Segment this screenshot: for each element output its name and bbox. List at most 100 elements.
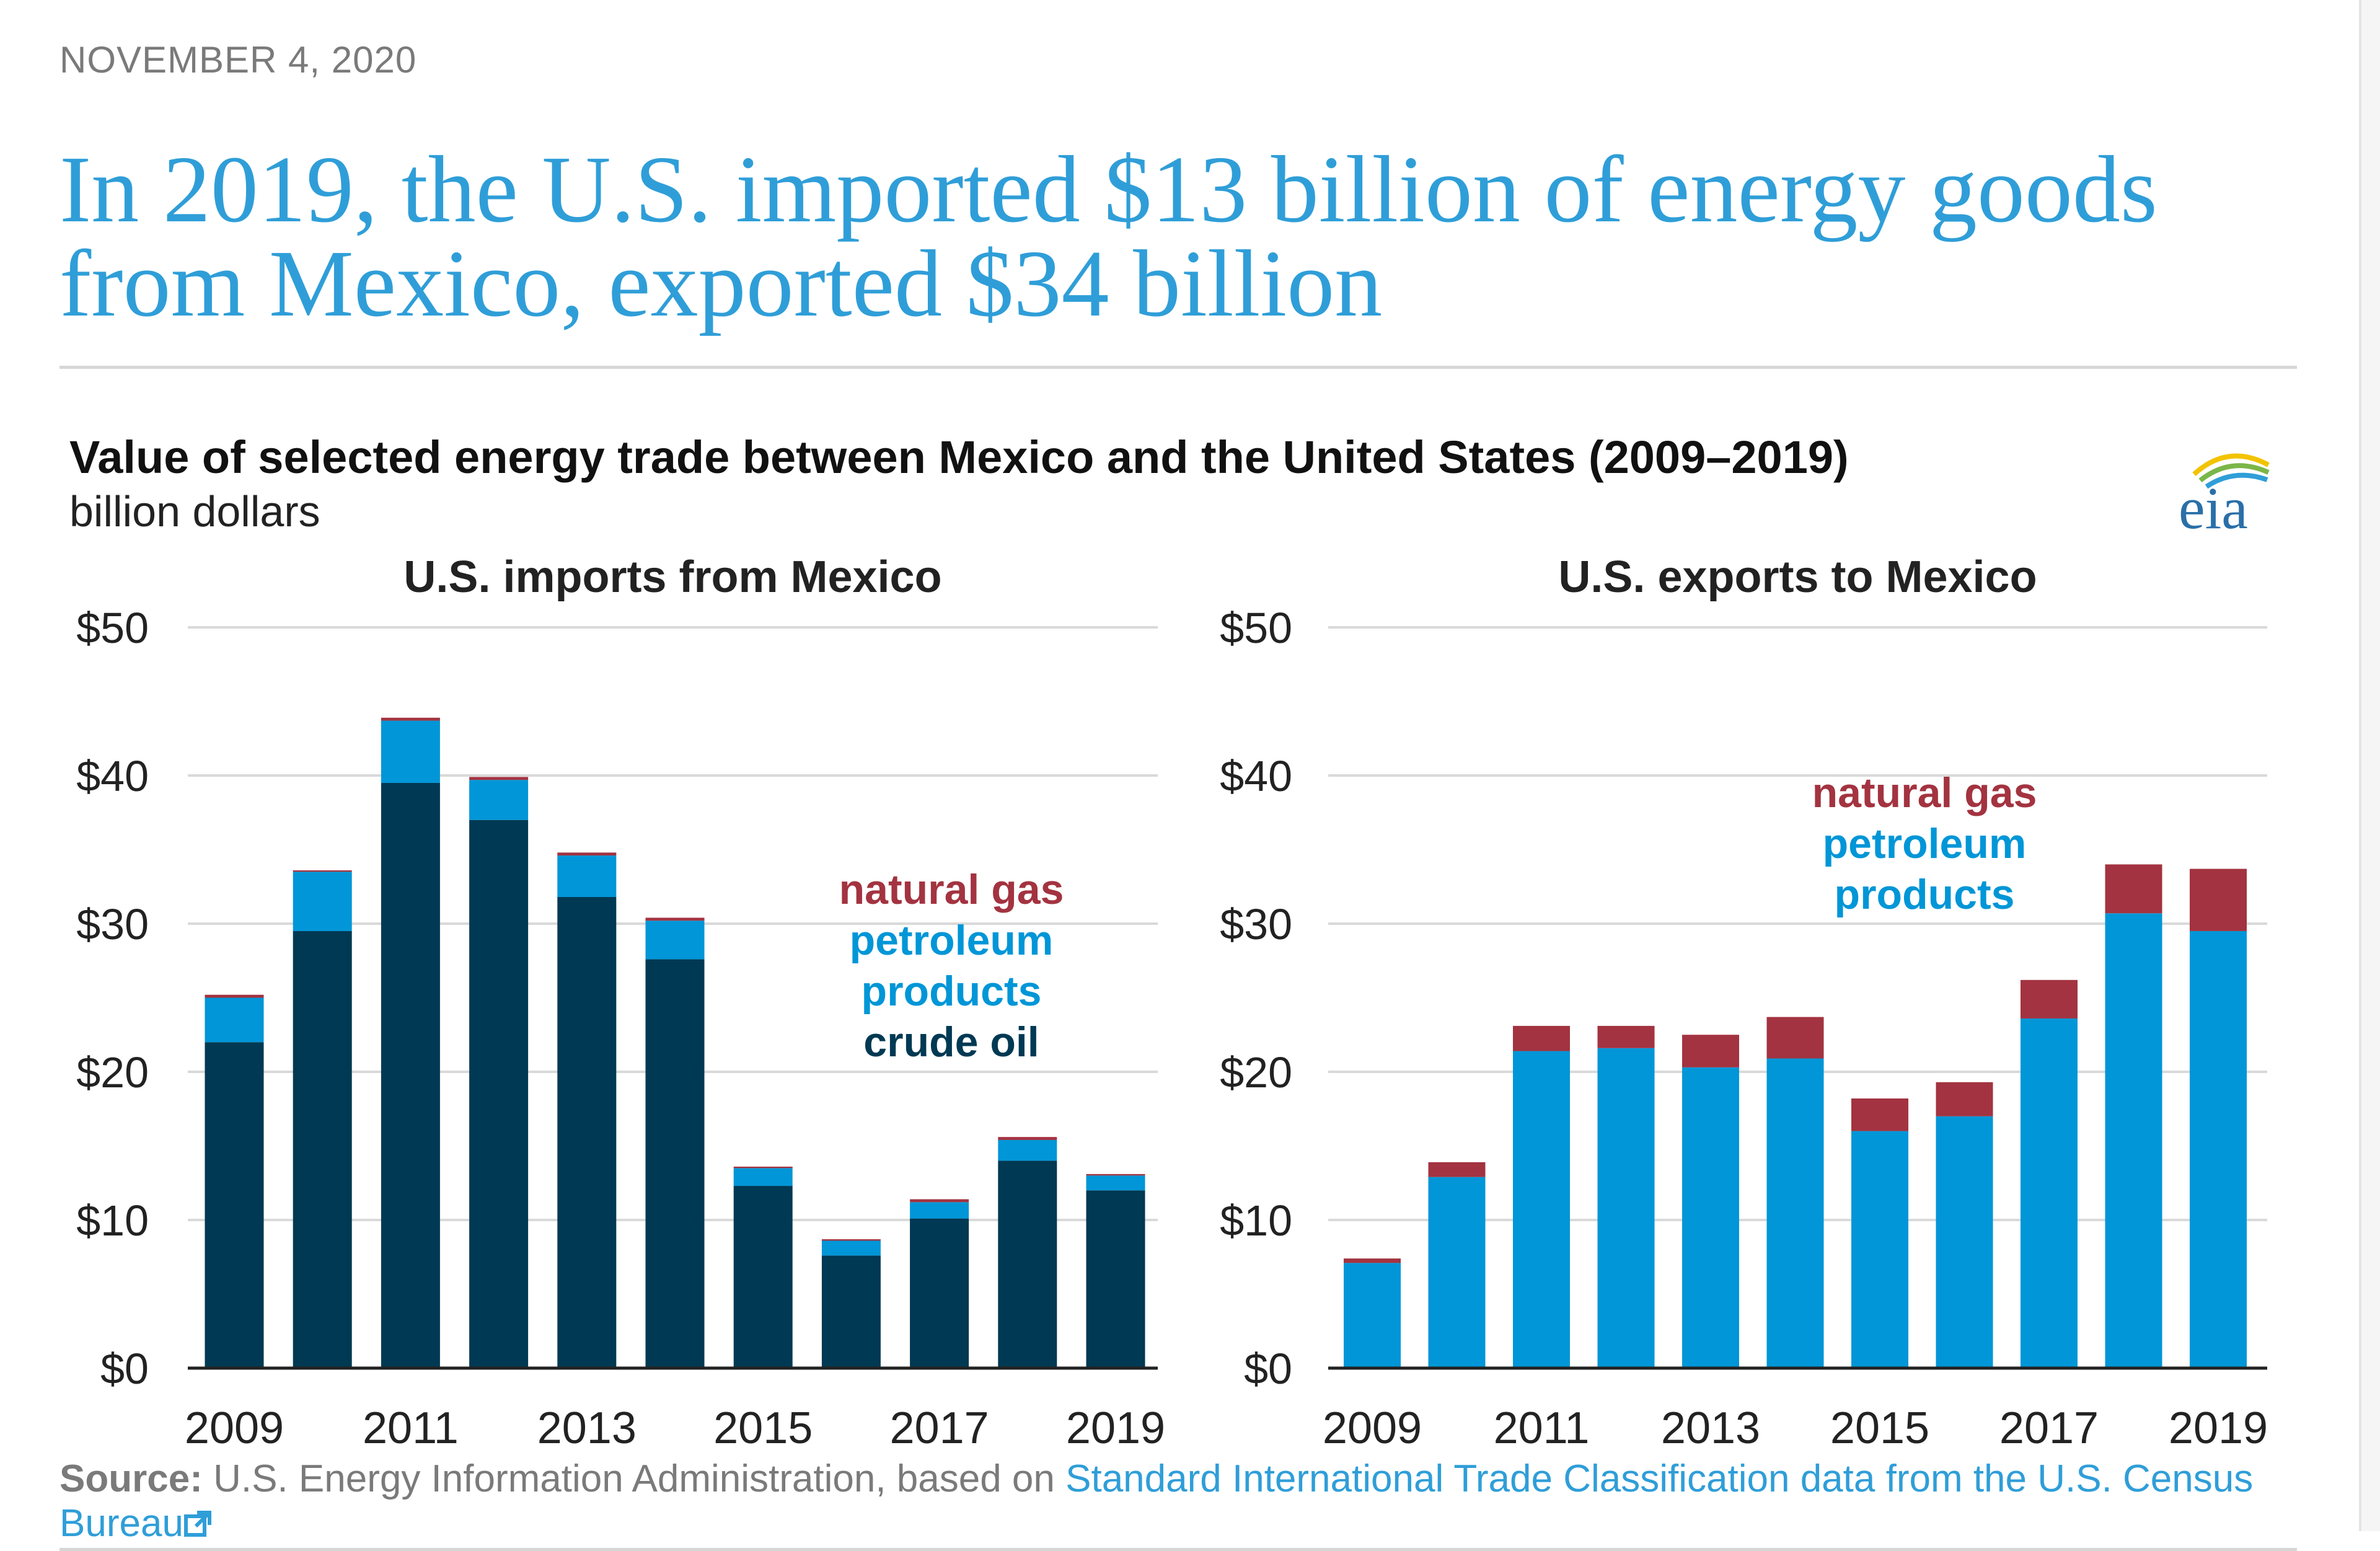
imports-ytick-label: $0 xyxy=(100,1345,149,1393)
imports-ytick-label: $30 xyxy=(76,900,149,948)
imports-legend-petroleum-products: products xyxy=(862,968,1042,1015)
exports-ytick-label: $50 xyxy=(1220,604,1292,652)
exports-bar-petroleum-products-2016 xyxy=(1936,1116,1993,1368)
article-headline: In 2019, the U.S. imported $13 billion o… xyxy=(60,137,2157,337)
exports-ytick-label: $30 xyxy=(1220,900,1292,948)
exports-bar-petroleum-products-2014 xyxy=(1766,1058,1824,1368)
exports-bar-petroleum-products-2017 xyxy=(2021,1018,2078,1368)
source-text: U.S. Energy Information Administration, … xyxy=(202,1457,1066,1500)
eia-logo: eia xyxy=(2179,453,2270,539)
imports-bar-crude-oil-2013 xyxy=(557,896,617,1368)
imports-xtick-label: 2013 xyxy=(537,1403,637,1451)
exports-bar-petroleum-products-2015 xyxy=(1851,1131,1908,1368)
imports-bar-natural-gas-2011 xyxy=(381,717,440,721)
imports-bar-petroleum-products-2015 xyxy=(733,1168,793,1186)
imports-legend-petroleum-products: petroleum xyxy=(850,917,1054,964)
external-link-icon[interactable] xyxy=(183,1510,212,1539)
exports-bar-natural-gas-2015 xyxy=(1851,1098,1908,1131)
exports-bar-natural-gas-2012 xyxy=(1597,1025,1655,1048)
exports-xtick-label: 2019 xyxy=(2169,1403,2268,1451)
exports-bar-natural-gas-2010 xyxy=(1428,1162,1486,1177)
exports-bar-petroleum-products-2012 xyxy=(1597,1048,1655,1368)
imports-bar-natural-gas-2013 xyxy=(557,852,617,856)
exports-bar-natural-gas-2009 xyxy=(1344,1258,1401,1263)
exports-bar-petroleum-products-2018 xyxy=(2105,913,2162,1368)
exports-bar-petroleum-products-2019 xyxy=(2190,930,2247,1368)
source-label: Source: xyxy=(60,1457,203,1500)
footer-divider xyxy=(60,1548,2297,1551)
imports-bar-crude-oil-2012 xyxy=(469,820,529,1368)
exports-bar-natural-gas-2013 xyxy=(1682,1035,1739,1067)
imports-bar-natural-gas-2016 xyxy=(821,1239,881,1241)
exports-ytick-label: $0 xyxy=(1244,1345,1292,1393)
imports-bar-petroleum-products-2016 xyxy=(821,1240,881,1256)
imports-bar-natural-gas-2017 xyxy=(910,1199,969,1203)
chart-title: Value of selected energy trade between M… xyxy=(69,431,1849,483)
imports-bar-natural-gas-2015 xyxy=(733,1166,793,1169)
imports-xtick-label: 2019 xyxy=(1066,1403,1165,1451)
imports-bar-petroleum-products-2014 xyxy=(645,921,705,960)
imports-legend-crude-oil: crude oil xyxy=(863,1019,1039,1066)
source-note: Source: U.S. Energy Information Administ… xyxy=(60,1457,2278,1546)
source-link[interactable]: Standard International Trade Classificat… xyxy=(60,1457,2253,1545)
imports-ytick-label: $50 xyxy=(76,604,149,652)
exports-bar-natural-gas-2014 xyxy=(1766,1017,1824,1059)
exports-legend-natural-gas: natural gas xyxy=(1812,769,2037,816)
imports-bar-petroleum-products-2018 xyxy=(998,1139,1057,1161)
exports-bar-natural-gas-2011 xyxy=(1513,1025,1570,1051)
exports-bar-natural-gas-2016 xyxy=(1936,1082,1993,1116)
exports-bar-petroleum-products-2011 xyxy=(1513,1051,1570,1368)
exports-xtick-label: 2009 xyxy=(1323,1403,1422,1451)
imports-bar-crude-oil-2017 xyxy=(910,1218,969,1368)
exports-bar-petroleum-products-2010 xyxy=(1428,1177,1486,1368)
imports-bar-natural-gas-2012 xyxy=(469,777,529,780)
imports-bar-crude-oil-2010 xyxy=(293,930,352,1368)
exports-xtick-label: 2015 xyxy=(1830,1403,1929,1451)
page-edge xyxy=(2359,0,2380,1531)
article-date: NOVEMBER 4, 2020 xyxy=(60,39,417,81)
imports-bar-natural-gas-2018 xyxy=(998,1137,1057,1140)
imports-bar-petroleum-products-2010 xyxy=(293,872,352,931)
imports-bar-crude-oil-2011 xyxy=(381,782,440,1368)
exports-xtick-label: 2013 xyxy=(1661,1403,1760,1451)
imports-xtick-label: 2011 xyxy=(363,1403,459,1451)
exports-xtick-label: 2017 xyxy=(1999,1403,2099,1451)
imports-bar-crude-oil-2009 xyxy=(205,1042,264,1368)
exports-bar-natural-gas-2017 xyxy=(2021,979,2078,1019)
imports-bar-natural-gas-2019 xyxy=(1086,1173,1145,1176)
imports-bar-natural-gas-2010 xyxy=(293,870,352,872)
header-divider xyxy=(60,366,2297,369)
exports-xtick-label: 2011 xyxy=(1494,1403,1590,1451)
imports-bar-natural-gas-2009 xyxy=(205,994,264,998)
imports-xtick-label: 2009 xyxy=(185,1403,284,1451)
imports-ytick-label: $10 xyxy=(76,1196,149,1245)
imports-bar-crude-oil-2016 xyxy=(821,1255,881,1368)
imports-bar-crude-oil-2019 xyxy=(1086,1190,1145,1368)
imports-bar-petroleum-products-2019 xyxy=(1086,1175,1145,1191)
imports-bar-petroleum-products-2011 xyxy=(381,720,440,783)
imports-xtick-label: 2015 xyxy=(713,1403,813,1451)
exports-ytick-label: $10 xyxy=(1220,1196,1292,1245)
exports-bar-natural-gas-2019 xyxy=(2190,868,2247,931)
imports-bar-petroleum-products-2012 xyxy=(469,780,529,820)
eia-logo-text: eia xyxy=(2179,475,2248,539)
chart-area: U.S. imports from Mexico $0 $10 $20 $30 $40 $5… xyxy=(76,552,2268,1451)
exports-bar-natural-gas-2018 xyxy=(2105,864,2162,914)
imports-bar-crude-oil-2018 xyxy=(998,1160,1057,1368)
imports-xtick-label: 2017 xyxy=(890,1403,989,1451)
exports-legend-petroleum-products: products xyxy=(1835,871,2015,918)
exports-bar-petroleum-products-2013 xyxy=(1682,1067,1739,1368)
exports-legend-petroleum-products: petroleum xyxy=(1823,820,2027,867)
imports-ytick-label: $20 xyxy=(76,1048,149,1097)
imports-bar-petroleum-products-2013 xyxy=(557,855,617,897)
imports-bar-crude-oil-2015 xyxy=(733,1186,793,1368)
imports-bar-natural-gas-2014 xyxy=(645,917,705,921)
chart-units: billion dollars xyxy=(69,487,320,536)
imports-chart-title: U.S. imports from Mexico xyxy=(403,552,941,602)
exports-chart-title: U.S. exports to Mexico xyxy=(1558,552,2037,602)
exports-ytick-label: $20 xyxy=(1220,1048,1292,1097)
imports-legend-natural-gas: natural gas xyxy=(839,866,1064,913)
imports-bar-crude-oil-2014 xyxy=(645,959,705,1368)
imports-bar-petroleum-products-2009 xyxy=(205,997,264,1043)
exports-ytick-label: $40 xyxy=(1220,752,1292,800)
